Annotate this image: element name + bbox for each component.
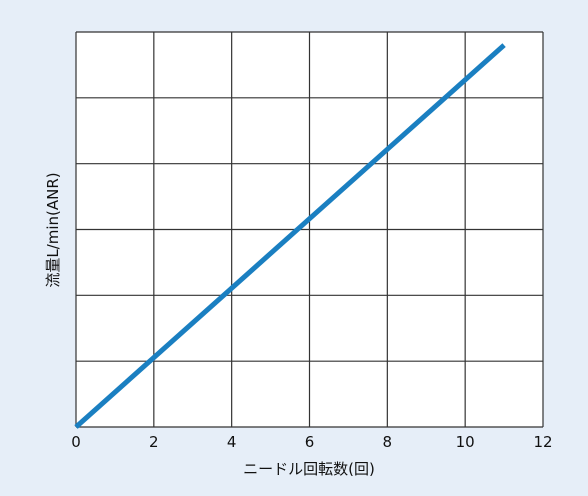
x-axis-label: ニードル回転数(回) xyxy=(243,460,375,478)
x-tick-label: 2 xyxy=(149,433,159,451)
y-axis-label: 流量L/min(ANR) xyxy=(44,172,62,287)
series-line-0 xyxy=(74,43,506,429)
x-tick-label: 12 xyxy=(533,433,552,451)
series-layer xyxy=(74,43,506,429)
grid-layer xyxy=(75,31,544,428)
x-tick-label: 4 xyxy=(227,433,237,451)
x-tick-label: 8 xyxy=(383,433,393,451)
x-tick-labels: 0 2 4 6 8 10 12 xyxy=(71,433,552,451)
x-tick-label: 6 xyxy=(305,433,315,451)
x-tick-label: 10 xyxy=(456,433,475,451)
x-tick-label: 0 xyxy=(71,433,81,451)
